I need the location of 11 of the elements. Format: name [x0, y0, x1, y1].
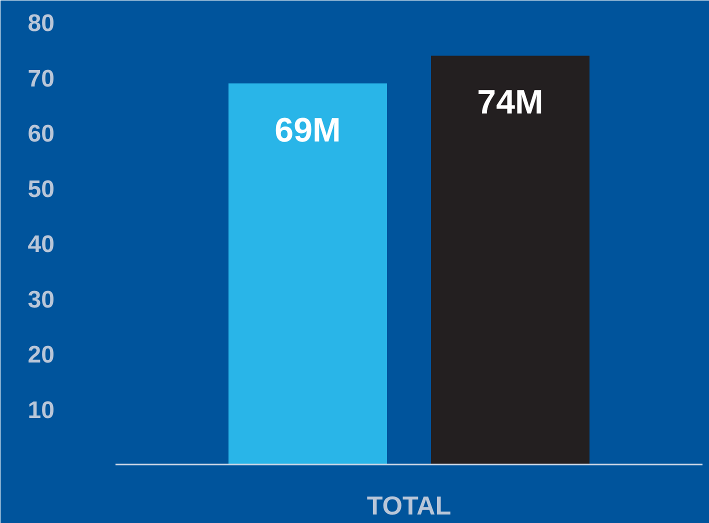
y-tick-label: 30: [28, 286, 55, 314]
y-tick-label: 10: [28, 396, 55, 424]
y-tick-label: 50: [28, 176, 55, 203]
y-tick-label: 40: [28, 231, 55, 258]
y-tick-label: 20: [28, 342, 55, 369]
y-tick-label: 80: [28, 10, 55, 38]
data-label: 74M: [477, 84, 544, 122]
x-tick-label: TOTAL: [366, 490, 452, 520]
y-tick-label: 60: [28, 120, 55, 148]
data-label: 69M: [274, 111, 341, 150]
y-tick-label: 70: [28, 65, 55, 92]
